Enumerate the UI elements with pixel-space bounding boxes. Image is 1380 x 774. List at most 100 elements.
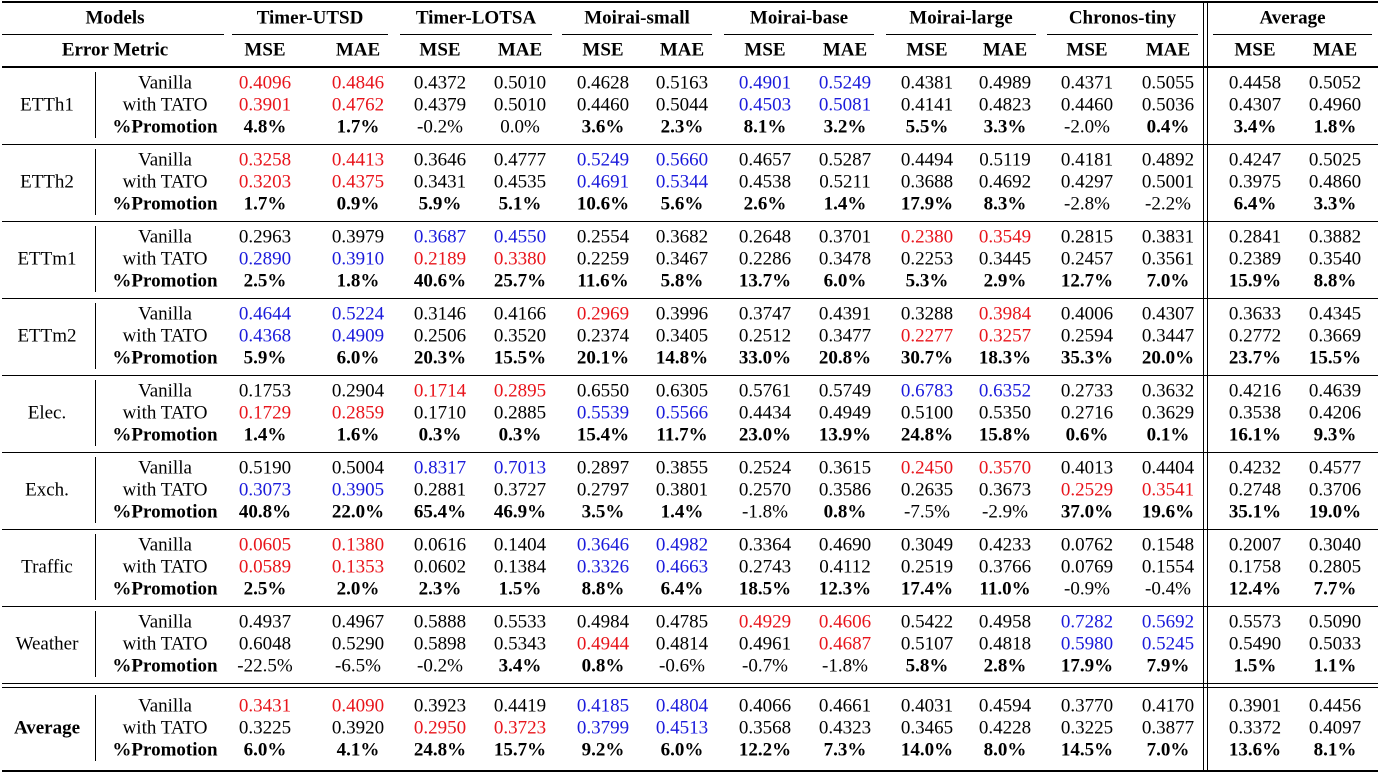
cell-value: 0.2890 xyxy=(238,248,292,270)
rule xyxy=(724,34,874,35)
cell-value: 0.4984 xyxy=(576,611,630,633)
cell-value: 3.3% xyxy=(1313,193,1357,215)
cell-value: 0.3877 xyxy=(1141,717,1195,739)
cell-value: 0.2881 xyxy=(413,479,467,501)
cell-value: 0.4031 xyxy=(900,695,954,717)
cell-value: 0.4371 xyxy=(1060,72,1114,94)
model-name: Timer-UTSD xyxy=(256,7,364,29)
cell-value: 0.4307 xyxy=(1228,94,1282,116)
cell-value: 0.3673 xyxy=(978,479,1032,501)
cell-value: 0.3682 xyxy=(655,226,709,248)
cell-value: 0.4960 xyxy=(1308,94,1362,116)
cell-value: 0.4909 xyxy=(331,325,385,347)
cell-value: 0.2805 xyxy=(1308,556,1362,578)
cell-value: 0.3541 xyxy=(1141,479,1195,501)
cell-value: 0.4233 xyxy=(978,534,1032,556)
cell-value: 9.2% xyxy=(581,739,625,761)
cell-value: 0.1384 xyxy=(493,556,547,578)
cell-value: 8.0% xyxy=(983,739,1027,761)
cell-value: 0.5190 xyxy=(238,457,292,479)
cell-value: 0.4892 xyxy=(1141,149,1195,171)
cell-value: 65.4% xyxy=(413,501,467,523)
cell-value: 0.2772 xyxy=(1228,325,1282,347)
cell-value: 0.1710 xyxy=(413,402,467,424)
cell-value: 0.3549 xyxy=(978,226,1032,248)
cell-value: 46.9% xyxy=(493,501,547,523)
cell-value: 5.9% xyxy=(418,193,462,215)
cell-value: 13.9% xyxy=(818,424,872,446)
rule xyxy=(2,452,1378,453)
cell-value: 22.0% xyxy=(331,501,385,523)
cell-value: 0.4628 xyxy=(576,72,630,94)
cell-value: 0.5001 xyxy=(1141,171,1195,193)
cell-value: 0.2259 xyxy=(576,248,630,270)
cell-value: 0.0616 xyxy=(413,534,467,556)
cell-value: 0.3478 xyxy=(818,248,872,270)
cell-value: 5.5% xyxy=(905,116,949,138)
header-models: Models xyxy=(85,7,145,29)
cell-value: 0.3561 xyxy=(1141,248,1195,270)
cell-value: 16.1% xyxy=(1228,424,1282,446)
cell-value: 12.7% xyxy=(1060,270,1114,292)
cell-value: 0.4419 xyxy=(493,695,547,717)
cell-value: 0.5287 xyxy=(818,149,872,171)
cell-value: 0.4513 xyxy=(655,717,709,739)
row-label: with TATO xyxy=(122,556,208,578)
cell-value: 0.5010 xyxy=(493,94,547,116)
cell-value: 0.4860 xyxy=(1308,171,1362,193)
cell-value: 0.4639 xyxy=(1308,380,1362,402)
cell-value: 30.7% xyxy=(900,347,954,369)
cell-value: 1.5% xyxy=(498,578,542,600)
cell-value: 0.3568 xyxy=(738,717,792,739)
cell-value: 5.6% xyxy=(660,193,704,215)
rule xyxy=(2,606,1378,607)
dataset-name: Elec. xyxy=(27,402,67,424)
metric-name: MSE xyxy=(1066,39,1108,61)
cell-value: 0.3799 xyxy=(576,717,630,739)
cell-value: 17.9% xyxy=(1060,655,1114,677)
cell-value: 0.5107 xyxy=(900,633,954,655)
metric-name: MSE xyxy=(582,39,624,61)
cell-value: 0.8% xyxy=(823,501,867,523)
cell-value: 33.0% xyxy=(738,347,792,369)
cell-value: 3.4% xyxy=(498,655,542,677)
cell-value: 0.4013 xyxy=(1060,457,1114,479)
rule xyxy=(95,611,96,677)
cell-value: 17.4% xyxy=(900,578,954,600)
rule xyxy=(2,144,1378,145)
cell-value: 0.4228 xyxy=(978,717,1032,739)
cell-value: 0.5033 xyxy=(1308,633,1362,655)
cell-value: 4.1% xyxy=(336,739,380,761)
row-label: %Promotion xyxy=(112,347,218,369)
cell-value: 14.0% xyxy=(900,739,954,761)
cell-value: 0.2189 xyxy=(413,248,467,270)
cell-value: 0.4814 xyxy=(655,633,709,655)
metric-name: MAE xyxy=(1145,39,1191,61)
cell-value: 0.2841 xyxy=(1228,226,1282,248)
cell-value: 0.4661 xyxy=(818,695,872,717)
cell-value: 0.1758 xyxy=(1228,556,1282,578)
cell-value: 0.0605 xyxy=(238,534,292,556)
cell-value: 0.4345 xyxy=(1308,303,1362,325)
rule xyxy=(1213,34,1372,35)
cell-value: 0.4097 xyxy=(1308,717,1362,739)
cell-value: 10.6% xyxy=(576,193,630,215)
cell-value: 2.5% xyxy=(243,578,287,600)
cell-value: 0.3669 xyxy=(1308,325,1362,347)
cell-value: 0.3723 xyxy=(493,717,547,739)
cell-value: 0.3447 xyxy=(1141,325,1195,347)
cell-value: 0.5025 xyxy=(1308,149,1362,171)
cell-value: 0.3996 xyxy=(655,303,709,325)
row-label: Vanilla xyxy=(138,303,192,325)
cell-value: 1.4% xyxy=(660,501,704,523)
cell-value: 0.3901 xyxy=(1228,695,1282,717)
cell-value: 0.4090 xyxy=(331,695,385,717)
cell-value: 15.7% xyxy=(493,739,547,761)
cell-value: 0.4206 xyxy=(1308,402,1362,424)
cell-value: 0.5010 xyxy=(493,72,547,94)
cell-value: 0.3727 xyxy=(493,479,547,501)
metric-name: MAE xyxy=(659,39,705,61)
cell-value: 0.4494 xyxy=(900,149,954,171)
cell-value: 15.4% xyxy=(576,424,630,446)
model-name: Average xyxy=(1259,7,1326,29)
